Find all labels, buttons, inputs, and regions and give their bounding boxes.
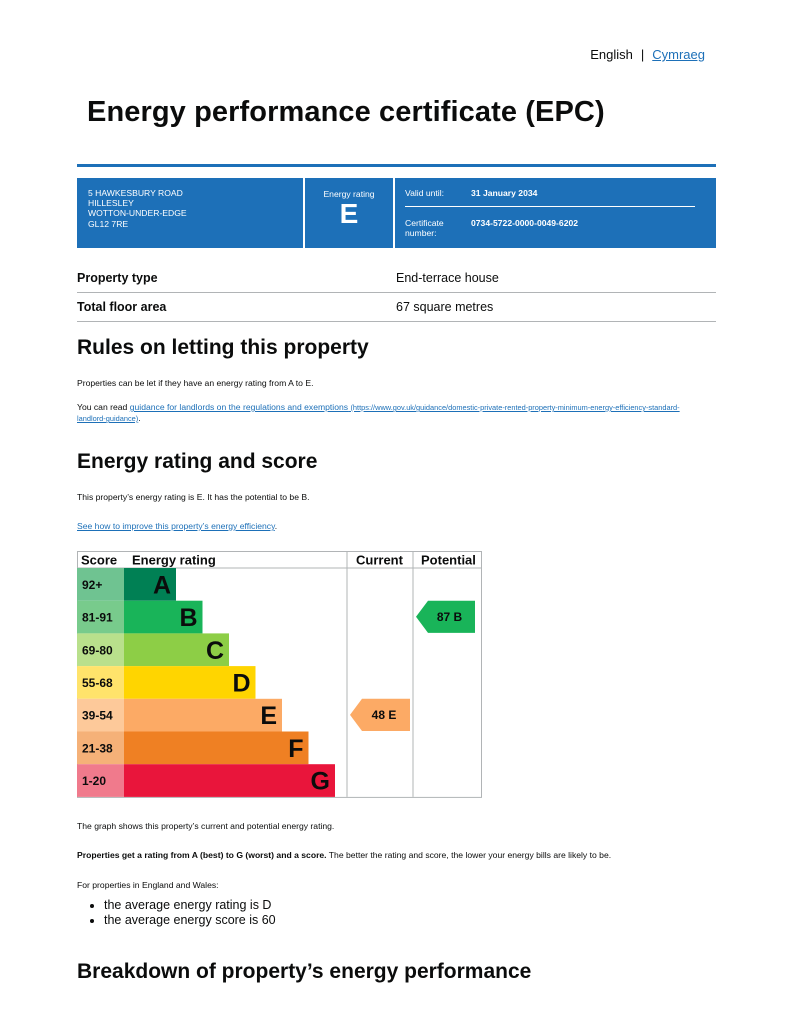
england-wales-intro: For properties in England and Wales: xyxy=(77,880,219,890)
score-paragraph: This property’s energy rating is E. It h… xyxy=(77,492,310,502)
score-cell xyxy=(77,600,124,634)
graph-header: Energy rating xyxy=(132,553,216,568)
graph-header: Score xyxy=(81,553,117,568)
rules-heading: Rules on letting this property xyxy=(77,336,369,359)
epc-summary-banner: 5 HAWKESBURY ROAD HILLESLEY WOTTON-UNDER… xyxy=(77,178,716,248)
score-range-label: 1-20 xyxy=(82,774,106,788)
rating-band-letter: C xyxy=(206,637,224,665)
breakdown-heading: Breakdown of property’s energy performan… xyxy=(77,960,532,983)
potential-rating-arrow-label: 87 B xyxy=(437,610,463,624)
language-english: English xyxy=(590,47,633,62)
valid-until-label: Valid until: xyxy=(405,188,445,198)
rating-band-letter: F xyxy=(288,735,303,763)
guidance-prefix: You can read xyxy=(77,402,130,412)
rating-band-letter: B xyxy=(179,604,197,632)
summary-row-property-type: Property type End-terrace house xyxy=(77,264,716,293)
guidance-suffix: . xyxy=(138,413,141,423)
rating-band-letter: D xyxy=(232,669,250,697)
score-range-label: 92+ xyxy=(82,578,102,592)
rating-band-bar xyxy=(124,698,282,732)
guidance-link[interactable]: guidance for landlords on the regulation… xyxy=(77,402,680,423)
energy-rating-label: Energy rating xyxy=(323,189,375,199)
rating-explanation-rest: The better the rating and score, the low… xyxy=(326,850,612,860)
valid-until-value: 31 January 2034 xyxy=(471,188,538,198)
energy-rating-chart-svg: Score Energy rating Current Potential 92+ A 81… xyxy=(77,551,482,798)
improve-paragraph: See how to improve this property’s energ… xyxy=(77,521,707,531)
guidance-link-url: (https://www.gov.uk/guidance/domestic-pr… xyxy=(77,403,680,423)
address-line: GL12 7RE xyxy=(88,218,129,229)
summary-value: End-terrace house xyxy=(396,271,499,285)
rating-band-bar xyxy=(124,600,203,634)
score-range-label: 39-54 xyxy=(82,709,113,723)
rating-band-bar xyxy=(124,568,176,601)
score-cell xyxy=(77,633,124,667)
certificate-number-value: 0734-5722-0000-0049-6202 xyxy=(471,218,579,228)
average-list: the average energy rating is D the avera… xyxy=(84,898,276,928)
language-separator: | xyxy=(640,47,645,62)
summary-label: Property type xyxy=(77,271,158,285)
score-cell xyxy=(77,568,124,601)
rating-band-letter: A xyxy=(153,571,171,599)
score-cell xyxy=(77,764,124,797)
graph-header: Potential xyxy=(421,553,476,568)
rating-explanation: Properties get a rating from A (best) to… xyxy=(77,850,707,860)
validity-divider xyxy=(405,206,695,207)
summary-value: 67 square metres xyxy=(396,300,494,314)
score-heading: Energy rating and score xyxy=(77,450,318,473)
average-rating-item: the average energy rating is D xyxy=(104,898,276,913)
improve-suffix: . xyxy=(274,521,278,531)
improve-efficiency-link[interactable]: See how to improve this property’s energ… xyxy=(77,521,275,531)
summary-label: Total floor area xyxy=(77,300,167,314)
rating-band-bar xyxy=(124,666,256,699)
potential-rating-arrow xyxy=(416,600,475,633)
rules-paragraph: Properties can be let if they have an en… xyxy=(77,378,314,388)
title-divider xyxy=(77,164,716,167)
summary-row-floor-area: Total floor area 67 square metres xyxy=(77,293,716,322)
guidance-link-text: guidance for landlords on the regulation… xyxy=(129,402,349,412)
property-summary-list: Property type End-terrace house Total fl… xyxy=(77,264,716,322)
graph-header: Current xyxy=(356,553,404,568)
validity-box: Valid until: 31 January 2034 Certificate… xyxy=(395,178,716,248)
page-title: Energy performance certificate (EPC) xyxy=(87,96,605,128)
current-rating-arrow xyxy=(350,698,410,731)
current-rating-arrow-label: 48 E xyxy=(372,708,397,722)
address-line: HILLESLEY xyxy=(88,198,134,209)
rating-band-letter: E xyxy=(260,702,277,730)
score-range-label: 81-91 xyxy=(82,611,113,625)
score-range-label: 21-38 xyxy=(82,741,113,755)
rating-band-bar xyxy=(124,764,335,797)
rating-band-bar xyxy=(124,731,309,765)
rules-guidance-paragraph: You can read guidance for landlords on t… xyxy=(77,402,707,424)
certificate-number-label: Certificate number: xyxy=(405,218,444,238)
address-line: 5 HAWKESBURY ROAD xyxy=(88,188,183,198)
graph-caption: The graph shows this property’s current … xyxy=(77,821,335,831)
property-address: 5 HAWKESBURY ROAD HILLESLEY WOTTON-UNDER… xyxy=(77,178,303,248)
score-cell xyxy=(77,666,124,699)
rating-band-bar xyxy=(124,633,229,667)
energy-rating-value: E xyxy=(339,198,359,229)
score-cell xyxy=(77,731,124,765)
score-cell xyxy=(77,698,124,732)
address-line: WOTTON-UNDER-EDGE xyxy=(88,208,187,219)
energy-rating-box: Energy rating E xyxy=(303,178,395,248)
rating-explanation-bold: Properties get a rating from A (best) to… xyxy=(77,850,327,860)
average-score-item: the average energy score is 60 xyxy=(104,913,276,928)
score-range-label: 69-80 xyxy=(82,643,113,657)
language-cymraeg-link[interactable]: Cymraeg xyxy=(652,47,705,62)
language-switcher: English | Cymraeg xyxy=(590,47,705,62)
energy-rating-graph: Score Energy rating Current Potential 92+ A 81… xyxy=(77,551,483,806)
rating-band-letter: G xyxy=(311,768,330,796)
score-range-label: 55-68 xyxy=(82,676,113,690)
